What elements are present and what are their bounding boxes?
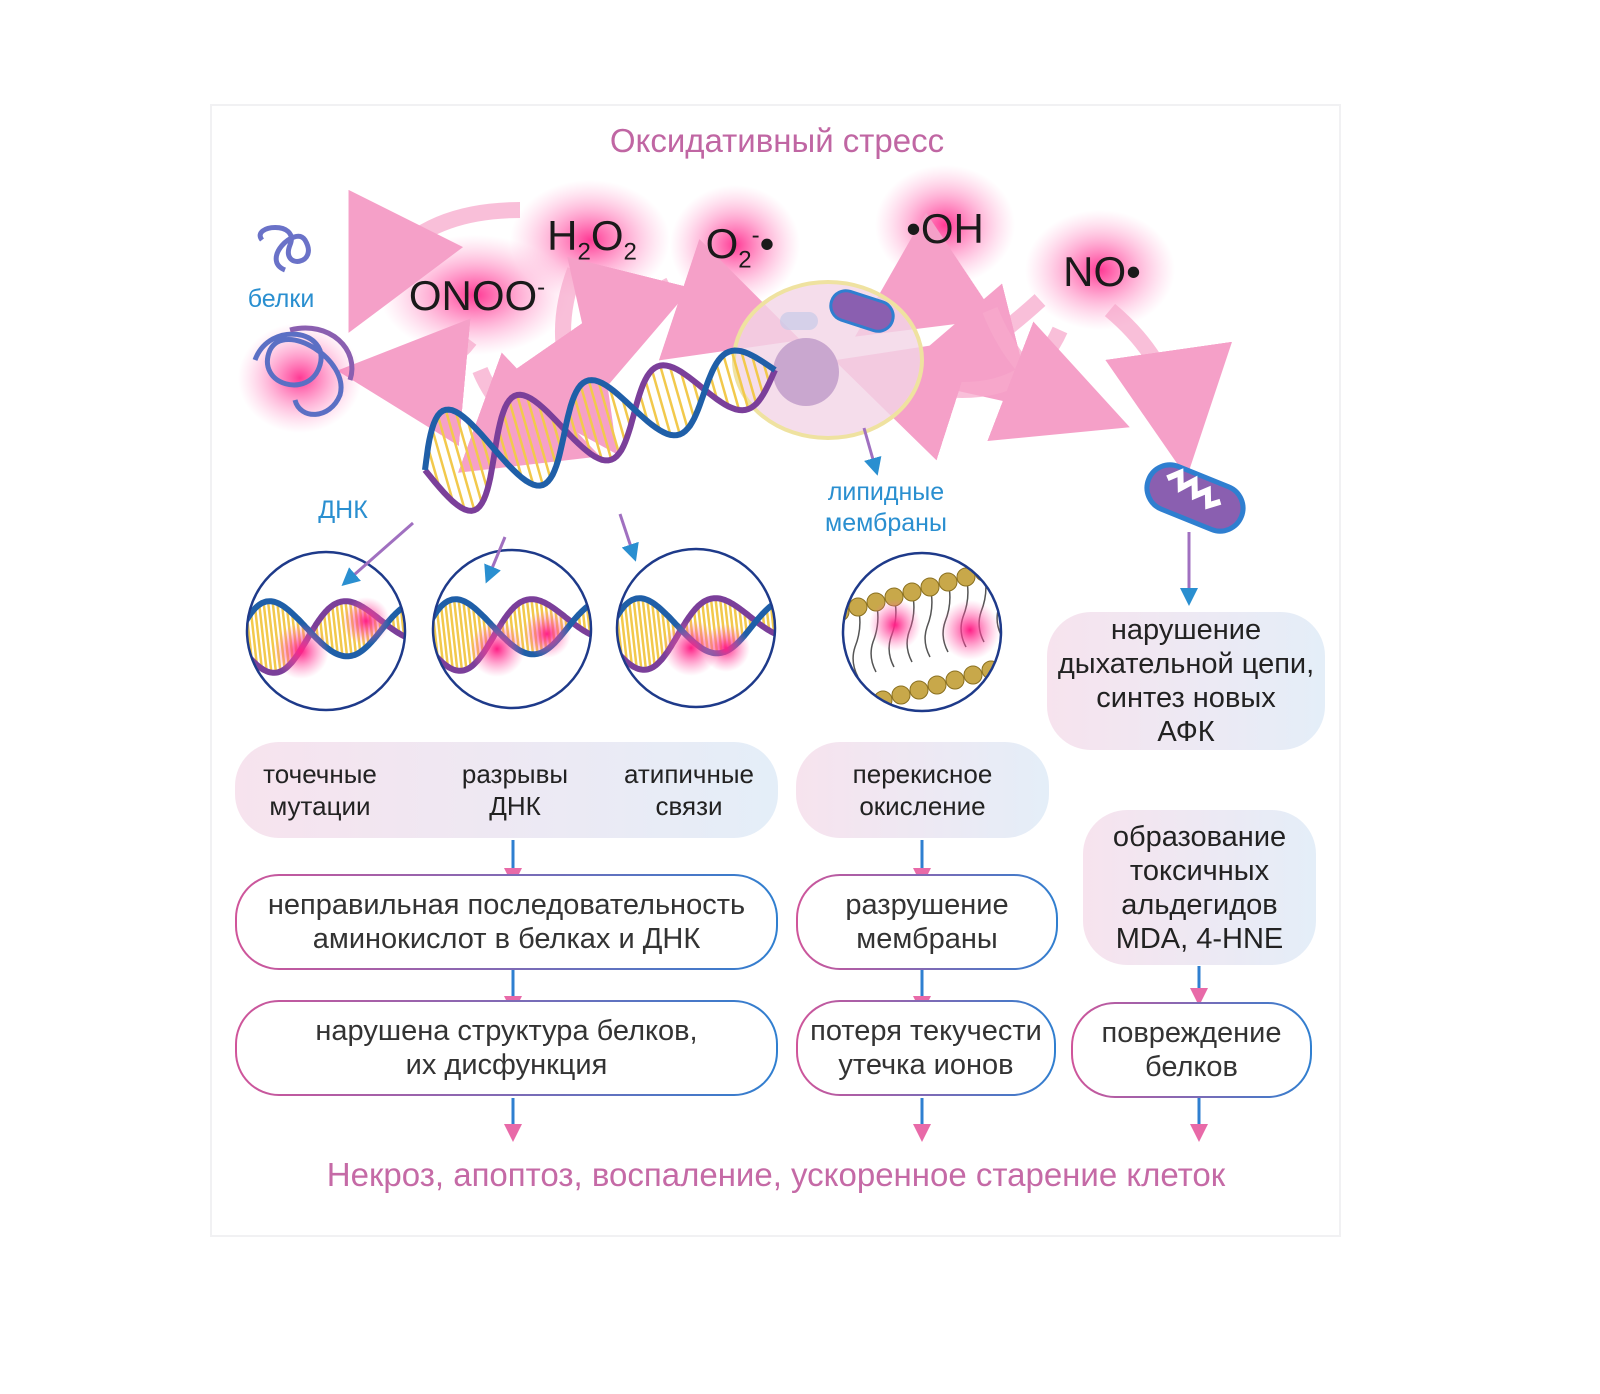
species-superoxide: O2-• <box>705 220 775 274</box>
outcome-protein-damage: повреждение белков <box>1071 1002 1312 1098</box>
outcome-wrong-sequence: неправильная последовательность аминокисл… <box>235 874 778 970</box>
dna-damage-circle <box>431 548 593 710</box>
flow-arrows <box>504 840 1208 1142</box>
respiratory-chain-box: нарушение дыхательной цепи, синтез новых АФ… <box>1047 612 1325 750</box>
detail-arrows <box>341 427 1198 606</box>
cell-illustration <box>732 280 924 440</box>
lipid-membrane-circle <box>841 551 1003 713</box>
ros-arrows <box>337 189 1233 478</box>
dna-damage-circle <box>245 550 407 712</box>
label-proteins: белки <box>247 285 315 313</box>
diagram-title: Оксидативный стресс <box>609 122 945 159</box>
outcome-protein-structure: нарушена структура белков, их дисфункция <box>235 1000 778 1096</box>
effect-dna-breaks: разрывы ДНК <box>461 759 569 821</box>
label-lipid-membranes: липидные мембраны <box>825 478 947 537</box>
diagram-frame <box>210 104 1341 1237</box>
dna-effects-box: точечные мутации разрывы ДНК атипичные связ… <box>235 742 778 838</box>
protein-icons <box>238 225 362 433</box>
effect-atypical-bonds: атипичные связи <box>624 759 754 821</box>
species-hydroxyl: •OH <box>906 205 984 252</box>
dna-damage-circle <box>615 547 777 709</box>
label-dna: ДНК <box>318 496 368 524</box>
aldehydes-box: образование токсичных альдегидов MDA, 4-HNE <box>1083 810 1316 965</box>
outcome-membrane-destruction: разрушение мембраны <box>796 874 1058 970</box>
final-outcome: Некроз, апоптоз, воспаление, ускоренное … <box>326 1156 1226 1193</box>
species-peroxynitrite: ONOO- <box>408 272 546 319</box>
species-h2o2: H2O2 <box>547 212 637 266</box>
species-nitric-oxide: NO• <box>1063 248 1141 295</box>
dna-fragment <box>248 598 404 676</box>
effect-point-mutations: точечные мутации <box>263 759 377 821</box>
lipid-peroxidation-box: перекисное окисление <box>796 742 1049 838</box>
dna-helix <box>422 347 778 514</box>
mitochondrion-icon <box>1144 462 1246 534</box>
outcome-fluidity-loss: потеря текучести утечка ионов <box>796 1000 1056 1096</box>
